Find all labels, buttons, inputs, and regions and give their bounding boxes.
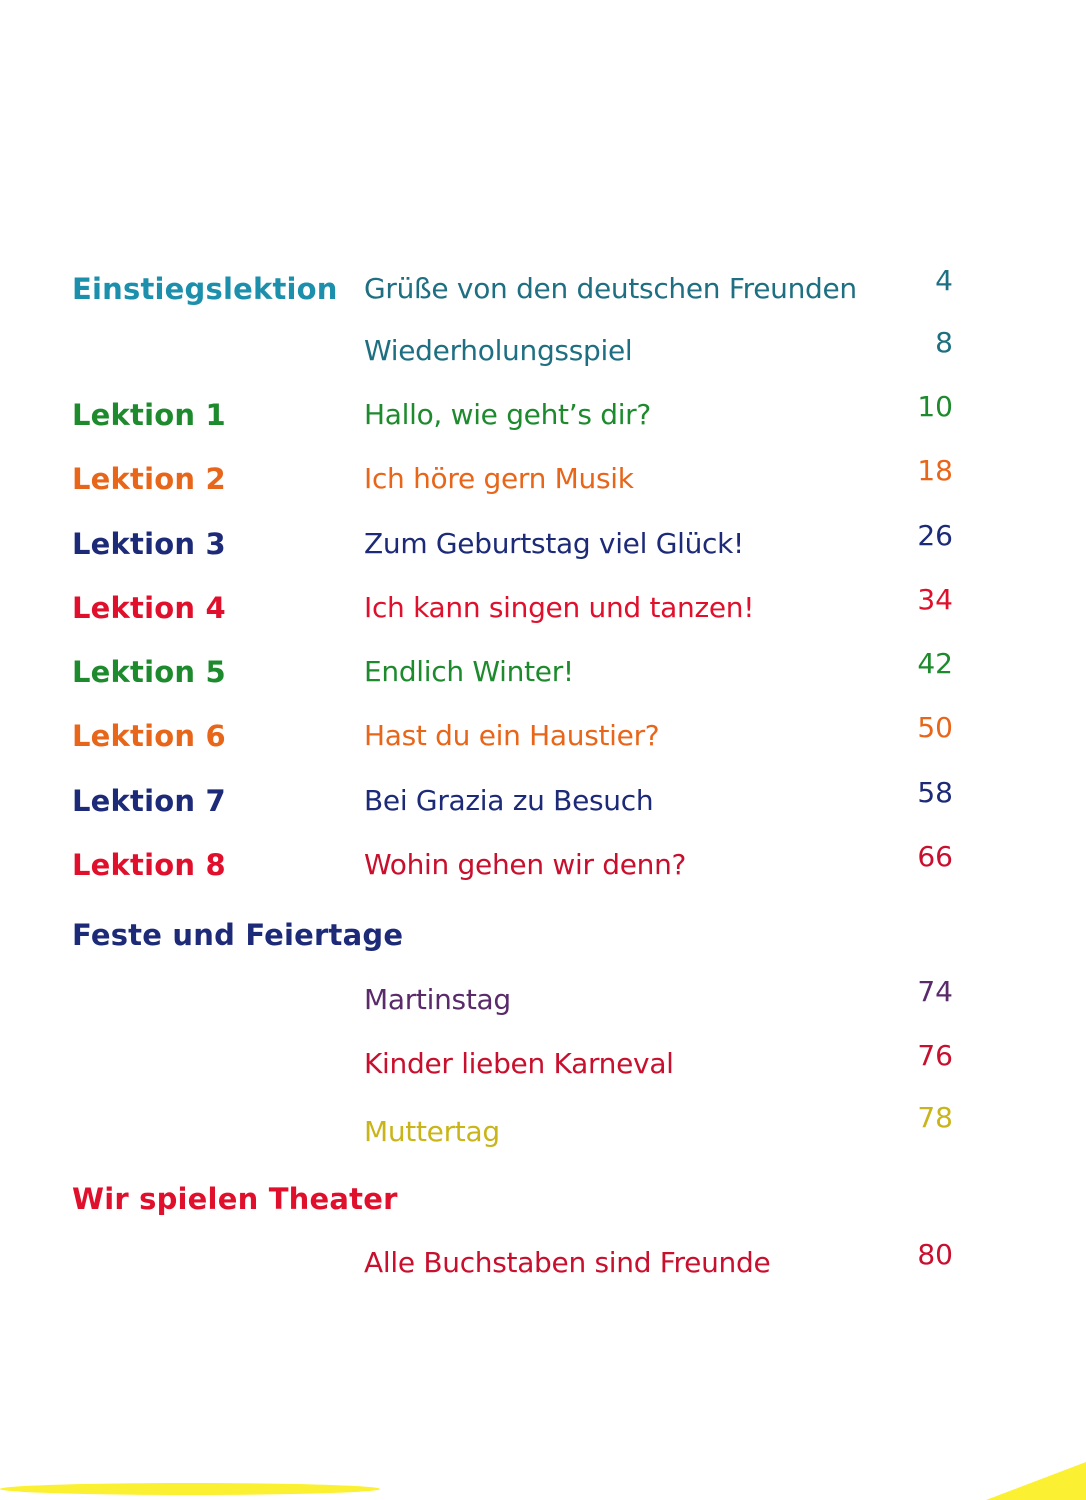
theater-heading-row: Wir spielen Theater <box>0 1182 1086 1222</box>
section-title: Zum Geburtstag viel Glück! <box>364 527 744 560</box>
page-number: 42 <box>917 647 953 680</box>
toc-row: Lektion 7 Bei Grazia zu Besuch 58 <box>0 776 1086 824</box>
section-title: Bei Grazia zu Besuch <box>364 784 654 817</box>
section-label: Lektion 6 <box>72 719 226 753</box>
section-title: Alle Buchstaben sind Freunde <box>364 1246 771 1279</box>
section-label: Einstiegslektion <box>72 272 338 306</box>
section-title: Kinder lieben Karneval <box>364 1047 674 1080</box>
toc-row: Lektion 6 Hast du ein Haustier? 50 <box>0 711 1086 759</box>
toc-row: Kinder lieben Karneval 76 <box>0 1039 1086 1087</box>
toc-row: Muttertag 78 <box>0 1101 1086 1155</box>
page-number: 50 <box>917 711 953 744</box>
section-title: Ich kann singen und tanzen! <box>364 591 755 624</box>
page-number: 80 <box>917 1238 953 1271</box>
toc-row: Lektion 8 Wohin gehen wir denn? 66 <box>0 840 1086 888</box>
section-label: Lektion 1 <box>72 398 226 432</box>
toc-row: Alle Buchstaben sind Freunde 80 <box>0 1238 1086 1286</box>
toc-row: Lektion 4 Ich kann singen und tanzen! 34 <box>0 583 1086 631</box>
page-number: 76 <box>917 1039 953 1072</box>
toc-row: Wiederholungsspiel 8 <box>0 326 1086 374</box>
page-number: 66 <box>917 840 953 873</box>
section-label: Lektion 3 <box>72 527 226 561</box>
page-number: 10 <box>917 390 953 423</box>
toc-row: Lektion 3 Zum Geburtstag viel Glück! 26 <box>0 519 1086 567</box>
yellow-marker-stroke <box>0 1483 380 1495</box>
section-heading: Feste und Feiertage <box>72 918 404 952</box>
section-label: Lektion 8 <box>72 848 226 882</box>
section-title: Wohin gehen wir denn? <box>364 848 687 881</box>
section-label: Lektion 2 <box>72 462 226 496</box>
page-number: 26 <box>917 519 953 552</box>
section-label: Lektion 5 <box>72 655 226 689</box>
section-title: Hast du ein Haustier? <box>364 719 660 752</box>
section-title: Hallo, wie geht’s dir? <box>364 398 651 431</box>
toc-row: Lektion 5 Endlich Winter! 42 <box>0 647 1086 695</box>
yellow-corner-mark <box>986 1462 1086 1500</box>
section-title: Endlich Winter! <box>364 655 574 688</box>
section-title: Martinstag <box>364 983 511 1016</box>
page-number: 8 <box>935 326 953 359</box>
page-number: 74 <box>917 975 953 1008</box>
toc-row: Einstiegslektion Grüße von den deutschen… <box>0 264 1086 312</box>
feste-heading-row: Feste und Feiertage <box>0 918 1086 958</box>
section-heading: Wir spielen Theater <box>72 1182 398 1216</box>
section-label: Lektion 7 <box>72 784 226 818</box>
section-title: Muttertag <box>364 1115 500 1148</box>
page-number: 4 <box>935 264 953 297</box>
toc-row: Martinstag 74 <box>0 975 1086 1023</box>
section-label: Lektion 4 <box>72 591 226 625</box>
toc-row: Lektion 2 Ich höre gern Musik 18 <box>0 454 1086 502</box>
section-title: Ich höre gern Musik <box>364 462 634 495</box>
section-title: Grüße von den deutschen Freunden <box>364 272 857 305</box>
page-number: 58 <box>917 776 953 809</box>
section-title: Wiederholungsspiel <box>364 334 633 367</box>
page-number: 34 <box>917 583 953 616</box>
page-number: 18 <box>917 454 953 487</box>
toc-row: Lektion 1 Hallo, wie geht’s dir? 10 <box>0 390 1086 438</box>
page-number: 78 <box>917 1101 953 1134</box>
